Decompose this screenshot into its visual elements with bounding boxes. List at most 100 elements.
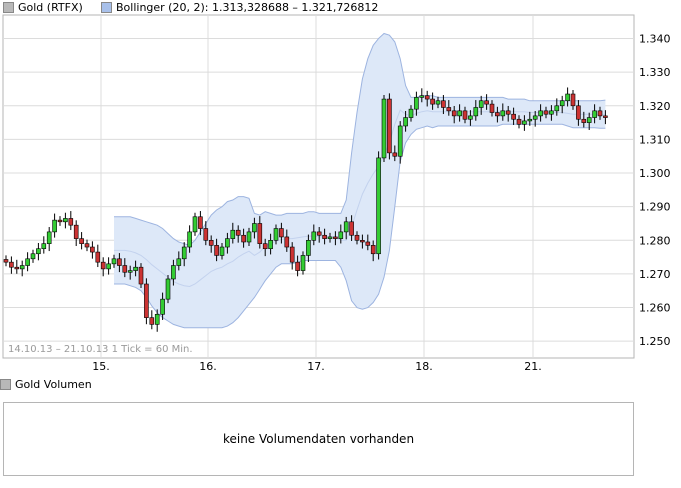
candle — [392, 145, 398, 162]
x-tick-label: 15. — [92, 360, 110, 373]
candle — [457, 104, 462, 122]
candle — [333, 231, 338, 246]
candle-body — [111, 258, 117, 265]
candle-body — [473, 107, 479, 117]
candle-body — [516, 118, 522, 125]
candle — [144, 278, 149, 325]
candle — [138, 263, 144, 289]
candle-body — [311, 231, 317, 241]
y-tick-label: 1.260 — [639, 302, 671, 315]
candle — [41, 236, 47, 254]
candle — [370, 240, 376, 262]
candle — [57, 216, 63, 226]
candle-body — [46, 231, 52, 244]
candle — [117, 253, 122, 273]
candle-body — [538, 110, 543, 117]
candle-body — [246, 231, 252, 243]
candle-body — [176, 258, 182, 266]
candle — [397, 121, 403, 164]
candle — [203, 221, 209, 246]
candle-body — [279, 228, 284, 238]
candle-body — [370, 245, 376, 255]
candle-body — [435, 100, 441, 105]
candle-body — [527, 118, 533, 122]
volume-swatch-icon — [0, 379, 11, 390]
candle-body — [343, 221, 349, 233]
candle — [122, 258, 128, 278]
plot-area — [2, 14, 635, 359]
candle — [532, 111, 538, 127]
candle-body — [73, 224, 79, 239]
candle-body — [52, 219, 57, 233]
candle-body — [214, 245, 219, 256]
candle — [68, 211, 74, 231]
price-chart: 15. 16. 17. 18. 21. 1.250 1.260 1.270 1.280 1.290… — [2, 14, 671, 373]
candle-body — [532, 115, 538, 120]
candle-body — [90, 246, 95, 253]
candle — [446, 100, 452, 116]
candle — [160, 292, 165, 321]
candle-body — [414, 97, 419, 110]
candle — [225, 232, 230, 254]
legend-item-gold[interactable]: Gold (RTFX) — [3, 1, 83, 14]
candle-body — [262, 243, 268, 250]
candle-body — [333, 236, 338, 239]
candle — [462, 106, 468, 124]
y-tick-label: 1.300 — [639, 167, 671, 180]
y-tick-label: 1.310 — [639, 133, 671, 146]
candle — [25, 252, 30, 272]
candle — [127, 265, 133, 280]
legend-item-bollinger[interactable]: Bollinger (20, 2): 1.313,328688 – 1.321,… — [101, 1, 378, 14]
candle-body — [559, 100, 565, 107]
candle — [214, 238, 219, 262]
candle — [522, 115, 527, 131]
candle-body — [257, 223, 263, 244]
candle — [284, 229, 290, 252]
candle — [192, 212, 198, 236]
candle — [133, 260, 138, 277]
candle — [327, 232, 333, 243]
volume-legend[interactable]: Gold Volumen — [0, 378, 92, 391]
candle — [511, 107, 516, 125]
candle — [181, 242, 187, 267]
candle-body — [300, 255, 306, 271]
candle-body — [468, 115, 473, 120]
candle — [543, 106, 549, 119]
candle — [360, 234, 365, 249]
candle — [473, 100, 479, 121]
candle — [576, 100, 581, 126]
candle-body — [322, 234, 327, 239]
candle-body — [565, 93, 570, 102]
x-tick-label: 18. — [415, 360, 433, 373]
candle — [176, 251, 182, 271]
candle-body — [592, 110, 597, 118]
candle — [424, 90, 430, 107]
gold-swatch-icon — [3, 2, 14, 13]
candle — [500, 103, 506, 121]
candle — [279, 222, 284, 244]
candle — [19, 260, 25, 277]
x-tick-label: 16. — [199, 360, 217, 373]
candle — [295, 255, 300, 277]
candle-body — [219, 246, 225, 256]
candle-body — [165, 278, 171, 300]
candle — [111, 254, 117, 268]
y-tick-label: 1.330 — [639, 66, 671, 79]
candle-body — [144, 283, 149, 318]
candle-body — [225, 238, 230, 248]
candle-body — [63, 218, 68, 223]
candle-body — [360, 240, 365, 243]
candle — [235, 225, 241, 243]
candle — [106, 257, 111, 275]
candle-body — [316, 231, 322, 236]
candle — [349, 215, 354, 241]
candle-body — [349, 221, 354, 236]
candle — [549, 105, 554, 121]
candle-body — [187, 231, 192, 248]
candle — [581, 111, 587, 128]
x-tick-label: 21. — [524, 360, 542, 373]
candle — [198, 211, 203, 236]
candle-body — [451, 110, 457, 117]
candle — [79, 232, 84, 250]
candle — [306, 234, 311, 262]
